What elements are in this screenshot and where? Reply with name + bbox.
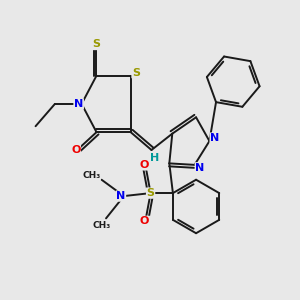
Text: S: S xyxy=(132,68,140,78)
Text: O: O xyxy=(71,145,80,155)
Text: N: N xyxy=(116,191,125,201)
Text: H: H xyxy=(150,153,160,163)
Text: S: S xyxy=(147,188,154,198)
Text: N: N xyxy=(74,99,83,109)
Text: O: O xyxy=(140,160,149,170)
Text: CH₃: CH₃ xyxy=(92,221,111,230)
Text: N: N xyxy=(195,163,205,173)
Text: S: S xyxy=(92,40,101,50)
Text: CH₃: CH₃ xyxy=(82,171,100,180)
Text: O: O xyxy=(140,216,149,226)
Text: N: N xyxy=(210,133,219,143)
